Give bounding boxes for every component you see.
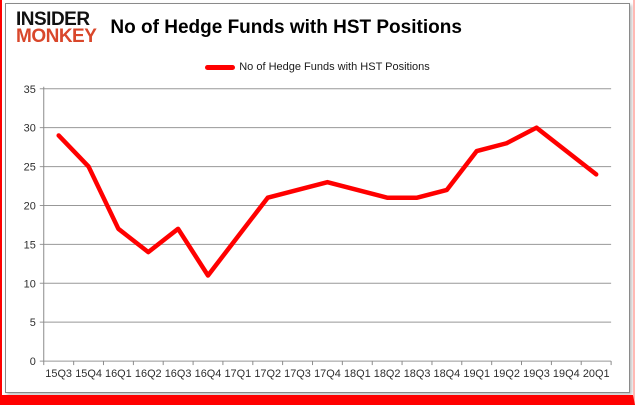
legend-line-swatch — [205, 64, 236, 70]
page-title: No of Hedge Funds with HST Positions — [110, 17, 462, 38]
y-tick-label: 0 — [30, 356, 36, 368]
y-tick-label: 25 — [24, 162, 36, 174]
x-tick-label: 15Q3 — [45, 368, 72, 380]
x-tick-label: 16Q4 — [195, 368, 222, 380]
x-tick-label: 19Q1 — [463, 368, 490, 380]
y-tick-label: 10 — [24, 278, 36, 290]
logo-line-monkey: MONKEY — [16, 26, 97, 48]
x-tick-label: 17Q3 — [284, 368, 311, 380]
x-tick-label: 17Q4 — [314, 368, 341, 380]
header: INSIDER MONKEY No of Hedge Funds with HS… — [16, 9, 462, 48]
insider-monkey-logo: INSIDER MONKEY — [16, 9, 97, 48]
x-tick-label: 18Q1 — [344, 368, 371, 380]
x-tick-label: 18Q2 — [374, 368, 401, 380]
x-tick-label: 16Q1 — [105, 368, 132, 380]
x-tick-label: 18Q3 — [404, 368, 431, 380]
series-line — [56, 125, 599, 278]
y-tick-label: 35 — [24, 84, 36, 96]
chart-panel: INSIDER MONKEY No of Hedge Funds with HS… — [5, 3, 630, 393]
x-tick-label: 20Q1 — [583, 368, 610, 380]
y-tick-label: 30 — [24, 123, 36, 135]
logo-line-insider: INSIDER — [16, 9, 90, 30]
x-tick-label: 19Q2 — [493, 368, 520, 380]
y-tick-label: 15 — [24, 239, 36, 251]
x-tick-label: 17Q2 — [254, 368, 281, 380]
legend-label: No of Hedge Funds with HST Positions — [239, 61, 430, 73]
x-tick-label: 17Q1 — [224, 368, 251, 380]
y-tick-label: 20 — [24, 200, 36, 212]
x-tick-label: 18Q4 — [434, 368, 461, 380]
y-tick-label: 5 — [30, 317, 36, 329]
x-tick-label: 16Q2 — [135, 368, 162, 380]
x-tick-label: 19Q4 — [553, 368, 580, 380]
x-tick-label: 19Q3 — [523, 368, 550, 380]
x-tick-label: 15Q4 — [75, 368, 102, 380]
legend: No of Hedge Funds with HST Positions — [6, 61, 629, 73]
x-tick-label: 16Q3 — [165, 368, 192, 380]
